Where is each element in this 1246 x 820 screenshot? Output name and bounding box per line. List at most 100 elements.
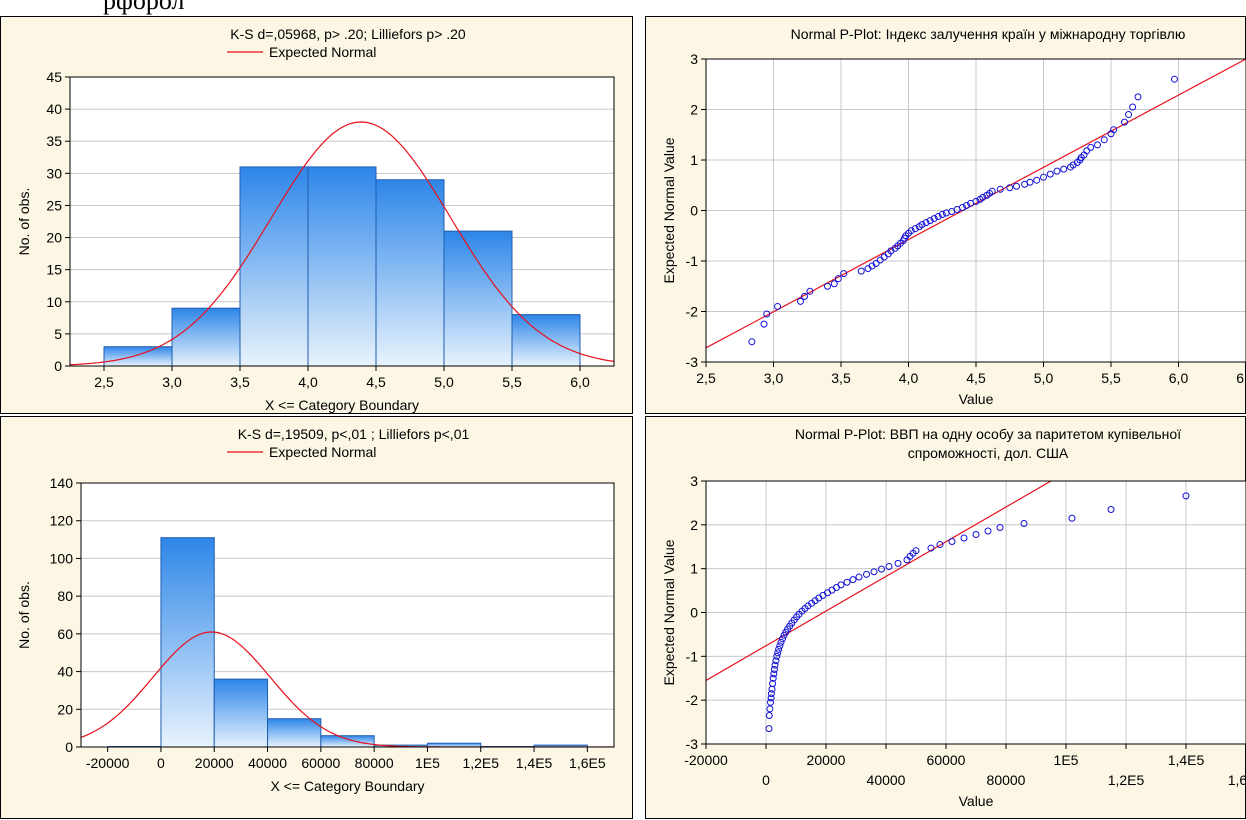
plot-frame (69, 76, 615, 367)
data-point (996, 523, 1004, 531)
data-point (979, 193, 987, 201)
data-point (922, 219, 930, 227)
histogram-bar (375, 179, 445, 366)
data-point (1087, 143, 1095, 151)
data-point (1129, 103, 1137, 111)
y-tick-label: -3 (686, 354, 699, 370)
data-point (773, 652, 781, 660)
x-tick-label: 1,6E5 (1228, 772, 1246, 788)
x-tick-label: 40000 (248, 755, 287, 771)
histogram-bar (307, 166, 377, 366)
data-point (934, 213, 942, 221)
data-point (767, 690, 775, 698)
x-tick-label: 0 (762, 772, 770, 788)
data-point (972, 530, 980, 538)
histogram-bar (239, 166, 309, 366)
data-point (1134, 93, 1142, 101)
data-point (1100, 136, 1108, 144)
x-tick-label: 0 (157, 755, 165, 771)
y-tick-label: 0 (690, 203, 698, 219)
x-tick-label: -20000 (86, 755, 130, 771)
normal-curve (70, 121, 614, 366)
chart-title: K-S d=,19509, p<,01 ; Lilliefors p<,01 (238, 426, 470, 442)
normal-curve (81, 631, 614, 747)
y-tick-label: 25 (46, 197, 62, 213)
x-tick-label: 80000 (355, 755, 394, 771)
data-point (938, 211, 946, 219)
data-point (770, 665, 778, 673)
y-tick-label: -1 (686, 648, 699, 664)
x-tick-label: 60000 (927, 752, 966, 768)
data-point (771, 661, 779, 669)
x-axis-label: X <= Category Boundary (265, 397, 419, 413)
data-point (1013, 182, 1020, 190)
data-point (765, 725, 773, 733)
legend-label: Expected Normal (269, 44, 376, 60)
x-tick-label: 1E5 (1054, 752, 1079, 768)
x-tick-label: 20000 (195, 755, 234, 771)
data-point (1083, 147, 1091, 155)
data-point (770, 670, 778, 678)
x-tick-label: 3,0 (764, 370, 784, 386)
pplot2-svg: Normal P-Plot: ВВП на одну особу за пари… (661, 426, 1246, 809)
data-point (1125, 111, 1133, 119)
x-tick-label: 1,4E5 (1168, 752, 1205, 768)
reference-line (706, 481, 1052, 681)
y-tick-label: 140 (50, 475, 74, 491)
y-axis-label: Expected Normal Value (661, 539, 677, 685)
x-tick-label: 4,5 (366, 374, 386, 390)
header-strip: рфорол (0, 0, 1246, 16)
data-point (907, 227, 915, 235)
data-point (1006, 184, 1014, 192)
x-tick-label: 3,5 (230, 374, 250, 390)
data-point (960, 534, 968, 542)
data-point (769, 680, 777, 688)
chart-title: K-S d=,05968, p> .20; Lilliefors p> .20 (230, 26, 466, 42)
x-tick-label: 6,5 (1236, 370, 1246, 386)
y-tick-label: 2 (690, 517, 698, 533)
histogram-panel-2: K-S d=,19509, p<,01 ; Lilliefors p<,01 Ex… (0, 416, 633, 819)
data-point (926, 217, 934, 225)
data-point (1121, 118, 1128, 126)
x-tick-label: 1,6E5 (569, 755, 606, 771)
data-point (1020, 520, 1028, 528)
x-axis-label: Value (959, 793, 994, 809)
data-point (767, 694, 775, 702)
histogram-bar (511, 314, 581, 366)
plot-content (70, 121, 614, 366)
data-point (760, 320, 768, 328)
y-tick-label: 0 (54, 358, 62, 374)
data-point (849, 576, 857, 584)
data-point (911, 225, 919, 233)
data-point (837, 581, 845, 589)
data-point (1170, 75, 1178, 83)
data-point (834, 275, 842, 283)
data-point (766, 705, 774, 713)
data-point (797, 297, 804, 305)
data-point (767, 698, 774, 706)
y-tick-label: 2 (690, 102, 698, 118)
x-tick-label: 6,0 (570, 374, 590, 390)
histogram-panel-1: K-S d=,05968, p> .20; Lilliefors p> .20 E… (0, 16, 633, 414)
y-tick-label: 15 (46, 262, 62, 278)
y-tick-label: -2 (686, 304, 699, 320)
y-tick-label: 0 (65, 739, 73, 755)
plot-frame (80, 482, 615, 748)
data-point (840, 270, 848, 278)
y-tick-label: 40 (46, 101, 62, 117)
y-tick-label: 5 (54, 326, 62, 342)
data-point (1026, 178, 1034, 186)
data-point (857, 267, 865, 275)
y-tick-label: 1 (690, 561, 698, 577)
y-axis-label: Expected Normal Value (661, 137, 677, 283)
histogram-bar (533, 744, 588, 747)
y-tick-label: -1 (686, 253, 699, 269)
data-point (894, 559, 902, 567)
data-point (912, 547, 920, 555)
histogram-bar (103, 346, 173, 366)
data-point (1094, 141, 1101, 149)
x-tick-label: 4,5 (966, 370, 986, 386)
data-point (855, 573, 863, 581)
y-tick-label: 3 (690, 473, 698, 489)
x-tick-label: 1,2E5 (1108, 772, 1145, 788)
